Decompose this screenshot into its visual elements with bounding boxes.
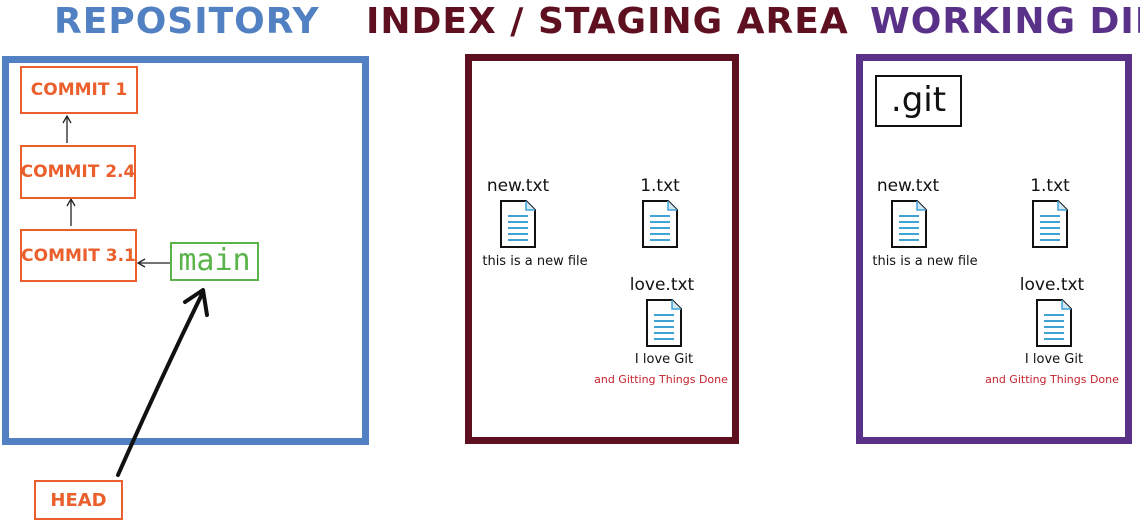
working-dir-panel — [856, 54, 1132, 444]
index-file-name: love.txt — [629, 275, 695, 295]
repository-panel — [2, 56, 369, 445]
file-content-line: this is a new file — [872, 254, 978, 269]
file-content-line: I love Git — [1024, 352, 1084, 367]
text-file-icon — [889, 198, 929, 250]
head-arrow — [116, 290, 205, 477]
text-file-icon — [498, 198, 538, 250]
main-branch-label: main — [170, 242, 259, 281]
working-file-name: new.txt — [876, 176, 940, 196]
text-file-icon — [640, 198, 680, 250]
file-content-line: and Gitting Things Done — [985, 373, 1119, 386]
text-file-icon — [644, 297, 684, 349]
file-content-line: I love Git — [634, 352, 694, 367]
working-file-name: love.txt — [1019, 275, 1085, 295]
commit-1-box: COMMIT 1 — [20, 66, 138, 114]
text-file-icon — [1030, 198, 1070, 250]
file-content-line: and Gitting Things Done — [594, 373, 728, 386]
commit-3-1-box: COMMIT 3.1 — [20, 229, 137, 282]
working-file-name: 1.txt — [1030, 176, 1070, 196]
index-file-name: 1.txt — [640, 176, 680, 196]
working-dir-heading: WORKING DIR — [870, 1, 1140, 42]
index-file-name: new.txt — [486, 176, 550, 196]
text-file-icon — [1034, 297, 1074, 349]
git-folder: .git — [875, 75, 962, 127]
commit-2-4-box: COMMIT 2.4 — [20, 145, 136, 199]
index-panel — [465, 54, 739, 444]
index-heading: INDEX / STAGING AREA — [366, 1, 849, 42]
head-pointer: HEAD — [34, 480, 123, 520]
repository-heading: REPOSITORY — [54, 1, 320, 42]
file-content-line: this is a new file — [482, 254, 588, 269]
